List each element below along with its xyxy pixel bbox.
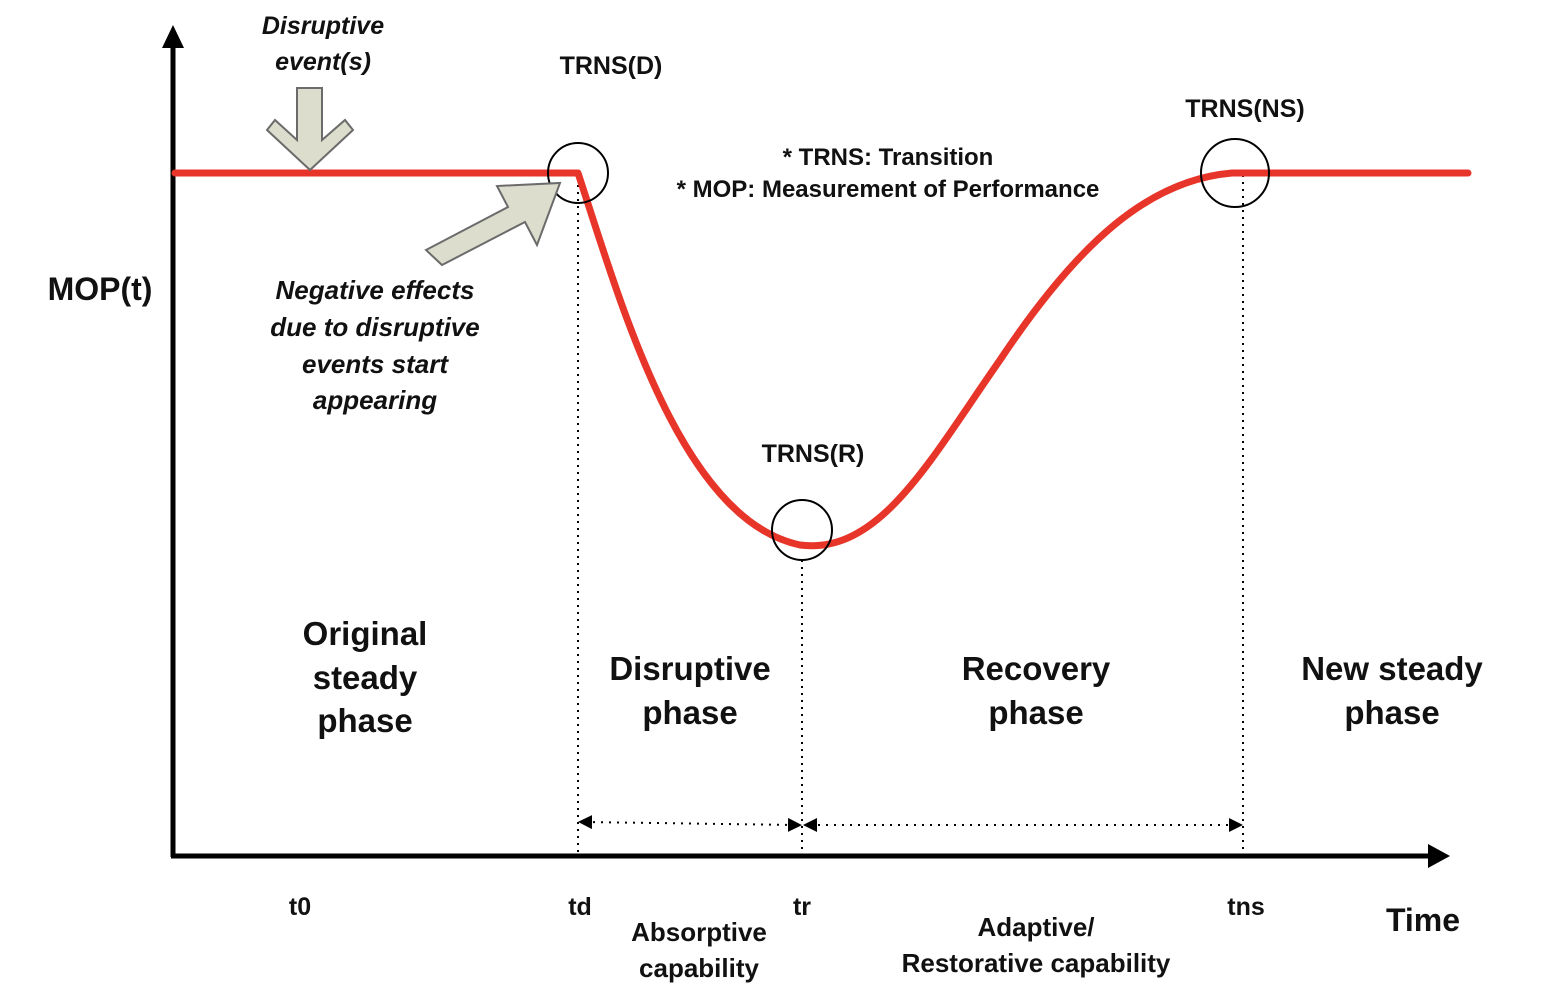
disruptive-events-label-line2: event(s) <box>275 48 371 76</box>
trns-r-label: TRNS(R) <box>762 440 865 468</box>
negative-effects-label-line3: events start <box>302 349 449 379</box>
new-steady-phase-line1: New steady <box>1301 650 1483 687</box>
original-phase-line2: steady <box>313 659 418 696</box>
absorptive-capability-line1: Absorptive <box>631 917 767 947</box>
original-phase-line1: Original <box>303 615 428 652</box>
mop-performance-curve <box>171 169 1472 550</box>
trns-ns-circle <box>1200 138 1270 208</box>
tick-label-tns: tns <box>1227 893 1265 921</box>
trns-ns-label: TRNS(NS) <box>1185 95 1304 123</box>
disruptive-events-label-line1: Disruptive <box>262 12 384 40</box>
negative-effects-label-line2: due to disruptive <box>270 312 479 342</box>
legend-mop: * MOP: Measurement of Performance <box>677 176 1100 203</box>
negative-effects-label-line1: Negative effects <box>276 275 475 305</box>
x-axis-label: Time <box>1386 902 1460 938</box>
adaptive-capability-line2: Restorative capability <box>902 948 1171 978</box>
new-steady-phase-line2: phase <box>1344 694 1439 731</box>
disruptive-event-down-arrow <box>265 87 355 172</box>
absorptive-span-arrow <box>578 815 802 832</box>
y-axis-label: MOP(t) <box>48 271 153 307</box>
negative-effects-label-line4: appearing <box>313 385 437 415</box>
x-axis-arrowhead <box>1428 844 1450 868</box>
recovery-phase-line1: Recovery <box>962 650 1111 687</box>
y-axis-arrowhead <box>162 25 184 48</box>
absorptive-capability-line2: capability <box>639 953 759 983</box>
trns-r-circle <box>771 499 833 561</box>
legend-trns: * TRNS: Transition <box>783 144 994 171</box>
tick-label-td: td <box>568 893 592 921</box>
tick-label-t0: t0 <box>289 893 311 921</box>
disruptive-phase-line1: Disruptive <box>609 650 770 687</box>
adaptive-capability-line1: Adaptive/ <box>977 912 1094 942</box>
tick-label-tr: tr <box>793 893 811 921</box>
trns-d-label: TRNS(D) <box>560 52 663 80</box>
disruptive-phase-line2: phase <box>642 694 737 731</box>
recovery-phase-line2: phase <box>988 694 1083 731</box>
trns-d-circle <box>547 142 609 204</box>
original-phase-line3: phase <box>317 702 412 739</box>
negative-effects-diagonal-arrow <box>424 181 562 267</box>
